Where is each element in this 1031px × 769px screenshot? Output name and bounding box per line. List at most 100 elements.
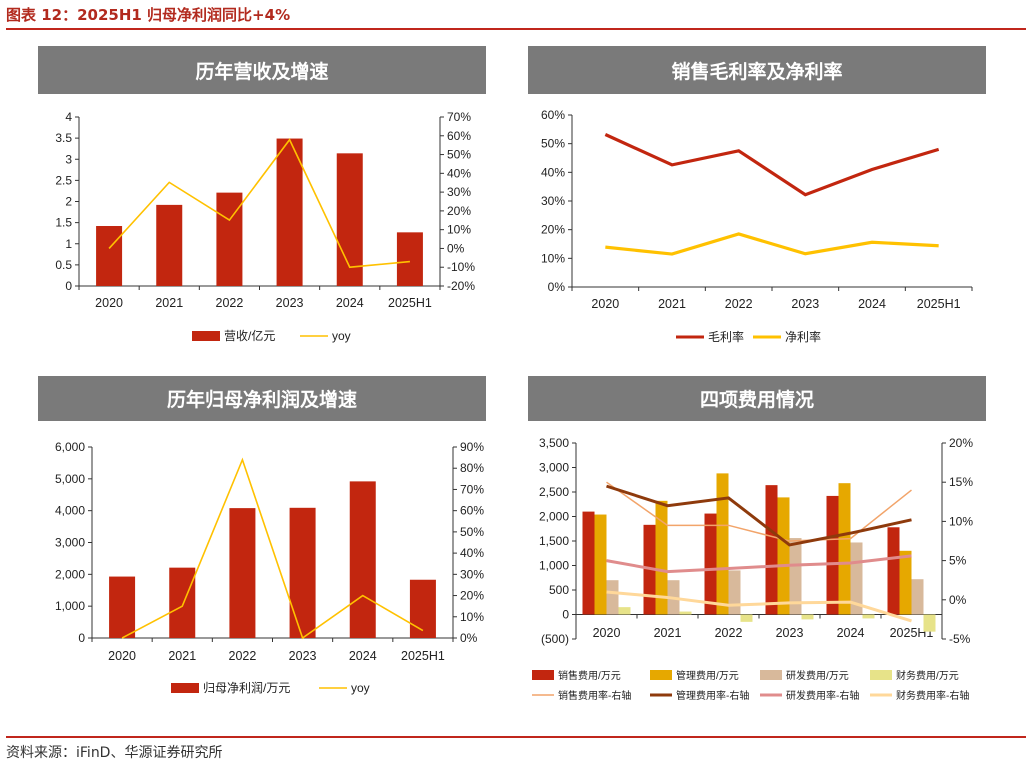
legend-label: 财务费用率-右轴 <box>896 689 969 702</box>
bar <box>777 497 790 615</box>
right-axis-tick-label: 0% <box>447 241 465 255</box>
margin-chart: 0% 10% 20% 30% 40% 50% 60% 2020 2021 2022 2023 2024… <box>541 108 973 344</box>
bar <box>716 473 729 615</box>
legend-swatch <box>650 670 672 680</box>
right-axis-tick-label: 80% <box>460 461 484 475</box>
left-axis-tick-label: 10% <box>541 251 565 265</box>
right-axis-tick-label: 10% <box>447 223 471 237</box>
right-axis-tick-label: 50% <box>447 148 471 162</box>
left-axis-tick-label: 4 <box>65 110 72 124</box>
right-axis-tick-label: 0% <box>460 631 478 645</box>
x-axis-tick-label: 2022 <box>725 297 753 311</box>
right-axis-tick-label: 20% <box>447 204 471 218</box>
legend-label: 财务费用/万元 <box>896 669 959 682</box>
source-note: 资料来源：iFinD、华源证券研究所 <box>6 745 223 761</box>
left-axis-tick-label: 1.5 <box>55 216 72 230</box>
x-axis-tick-label: 2022 <box>229 649 257 663</box>
bar <box>169 567 196 638</box>
bar <box>606 580 619 615</box>
bar <box>289 507 316 638</box>
bar <box>765 485 778 615</box>
bar <box>655 500 668 615</box>
revenue-chart: 0 0.5 1 1.5 2 2.5 3 3.5 4 -20% -10% 0% 10% 20% 30% 40% 5… <box>55 110 475 343</box>
bar <box>801 614 814 620</box>
x-axis-tick-label: 2021 <box>654 626 682 640</box>
x-axis-tick-label: 2024 <box>336 296 364 310</box>
left-axis-tick-label: (500) <box>541 632 569 646</box>
left-axis-tick-label: 4,000 <box>55 504 85 518</box>
x-axis-tick-label: 2024 <box>858 297 886 311</box>
legend-label: 管理费用/万元 <box>676 669 739 682</box>
bar <box>396 232 423 286</box>
series-line <box>108 138 410 269</box>
source-rule <box>6 736 1026 738</box>
expenses-chart: (500) 0 500 1,000 1,500 2,000 2,500 3,000 3,500 -… <box>532 436 973 702</box>
bar <box>349 481 376 638</box>
right-axis-tick-label: -10% <box>447 260 475 274</box>
legend-swatch <box>171 683 199 693</box>
left-axis-tick-label: 3,000 <box>539 461 569 475</box>
right-axis-tick-label: -5% <box>949 632 971 646</box>
series-line <box>605 232 939 256</box>
left-axis-tick-label: 2,000 <box>539 510 569 524</box>
legend-label: 销售费用率-右轴 <box>558 689 631 702</box>
bar <box>409 579 436 638</box>
right-axis-tick-label: 10% <box>460 610 484 624</box>
left-axis-tick-label: 0% <box>548 280 566 294</box>
left-axis-tick-label: 60% <box>541 108 565 122</box>
left-axis-tick-label: 500 <box>549 583 569 597</box>
legend-label: 管理费用率-右轴 <box>676 689 749 702</box>
left-axis-tick-label: 0 <box>65 279 72 293</box>
expenses-chart-title: 四项费用情况 <box>528 376 986 421</box>
left-axis-tick-label: 1,000 <box>55 599 85 613</box>
right-axis-tick-label: 0% <box>949 593 967 607</box>
legend-label: yoy <box>351 681 370 695</box>
series-line <box>606 554 912 574</box>
x-axis-tick-label: 2025H1 <box>401 649 445 663</box>
title-rule <box>6 28 1026 30</box>
right-axis-tick-label: 70% <box>460 482 484 496</box>
legend-label: 销售费用/万元 <box>558 669 621 682</box>
legend-swatch <box>532 670 554 680</box>
x-axis-tick-label: 2020 <box>95 296 123 310</box>
figure-title: 图表 12：2025H1 归母净利润同比+4% <box>6 6 291 24</box>
bar <box>838 483 851 615</box>
right-axis-tick-label: 5% <box>949 554 967 568</box>
right-axis-tick-label: 30% <box>447 185 471 199</box>
bar <box>899 550 912 615</box>
legend-label: 归母净利润/万元 <box>203 681 290 695</box>
profit-chart: 0 1,000 2,000 3,000 4,000 5,000 6,000 0% 10% 20% 3… <box>55 440 484 695</box>
left-axis-tick-label: 3,500 <box>539 436 569 450</box>
bar <box>728 570 741 615</box>
margin-chart-title: 销售毛利率及净利率 <box>528 46 986 94</box>
bar <box>336 153 363 286</box>
x-axis-tick-label: 2023 <box>791 297 819 311</box>
right-axis-tick-label: 60% <box>447 129 471 143</box>
bar <box>276 138 303 286</box>
right-axis-tick-label: 10% <box>949 514 973 528</box>
right-axis-tick-label: 15% <box>949 475 973 489</box>
left-axis-tick-label: 30% <box>541 194 565 208</box>
bar <box>887 527 900 615</box>
left-axis-tick-label: 2,000 <box>55 567 85 581</box>
x-axis-tick-label: 2020 <box>593 626 621 640</box>
x-axis-tick-label: 2023 <box>289 649 317 663</box>
left-axis-tick-label: 3 <box>65 152 72 166</box>
x-axis-tick-label: 2025H1 <box>917 297 961 311</box>
left-axis-tick-label: 6,000 <box>55 440 85 454</box>
bar <box>911 579 924 615</box>
bar <box>679 611 692 615</box>
bar <box>229 508 256 638</box>
x-axis-tick-label: 2020 <box>591 297 619 311</box>
legend-label: 营收/亿元 <box>224 328 275 343</box>
revenue-chart-title: 历年营收及增速 <box>38 46 486 94</box>
bar <box>594 514 607 615</box>
bar <box>789 538 802 615</box>
right-axis-tick-label: 40% <box>460 546 484 560</box>
legend-label: yoy <box>332 329 351 343</box>
left-axis-tick-label: 20% <box>541 223 565 237</box>
left-axis-tick-label: 0 <box>78 631 85 645</box>
x-axis-tick-label: 2024 <box>349 649 377 663</box>
legend-label: 净利率 <box>785 329 821 344</box>
bar <box>704 513 717 615</box>
